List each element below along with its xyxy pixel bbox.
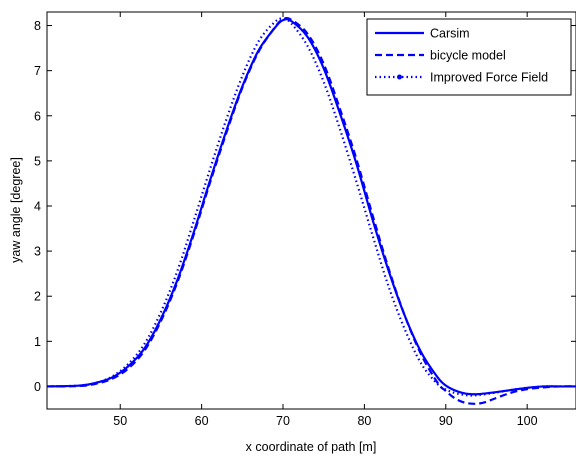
legend-marker-force-field bbox=[397, 74, 402, 80]
y-tick-label: 4 bbox=[34, 199, 41, 213]
x-tick-label: 100 bbox=[517, 414, 538, 428]
y-axis-label: yaw angle [degree] bbox=[9, 157, 23, 263]
x-tick-label: 80 bbox=[357, 414, 371, 428]
y-tick-label: 0 bbox=[34, 380, 41, 394]
y-tick-label: 1 bbox=[34, 335, 41, 349]
y-tick-label: 8 bbox=[34, 19, 41, 33]
legend-label-bicycle: bicycle model bbox=[430, 49, 506, 63]
series-line-2 bbox=[46, 16, 576, 405]
data-series bbox=[46, 16, 576, 405]
x-tick-label: 90 bbox=[439, 414, 453, 428]
x-tick-label: 60 bbox=[195, 414, 209, 428]
legend-box bbox=[366, 18, 572, 96]
y-tick-label: 5 bbox=[34, 154, 41, 168]
x-axis-label: x coordinate of path [m] bbox=[246, 440, 377, 454]
legend: Carsim bicycle model Improved Force Fiel… bbox=[366, 18, 572, 96]
y-tick-label: 6 bbox=[34, 109, 41, 123]
y-tick-label: 2 bbox=[34, 290, 41, 304]
x-tick-label: 50 bbox=[113, 414, 127, 428]
y-tick-label: 3 bbox=[34, 245, 41, 259]
legend-label-force-field: Improved Force Field bbox=[430, 71, 548, 85]
x-tick-label: 70 bbox=[276, 414, 290, 428]
axis-ticks: 50 60 70 80 90 100 0 1 2 3 4 5 6 7 8 bbox=[34, 12, 576, 428]
series-line-3 bbox=[46, 17, 576, 397]
legend-label-carsim: Carsim bbox=[430, 27, 470, 41]
y-tick-label: 7 bbox=[34, 64, 41, 78]
